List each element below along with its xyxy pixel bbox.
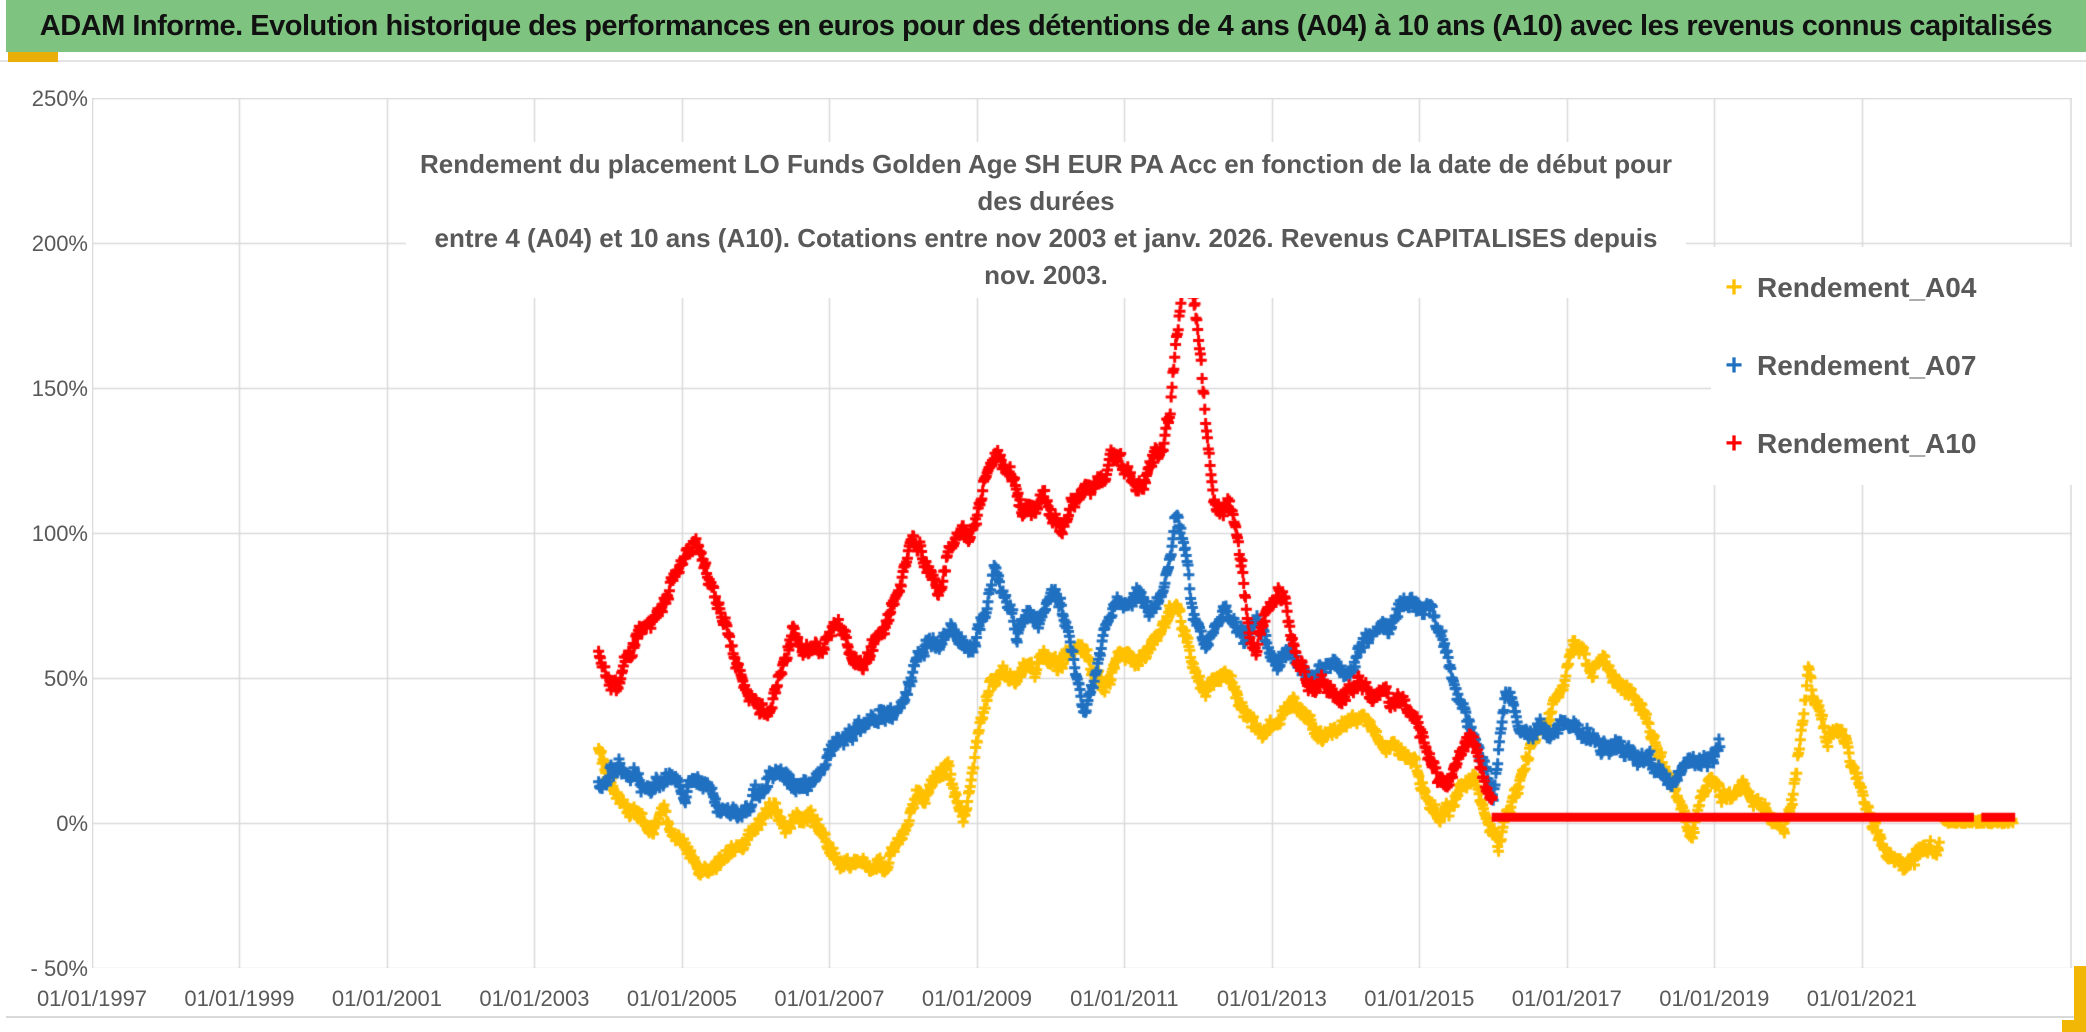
gold-accent-tab <box>8 52 58 62</box>
legend-label-a10: Rendement_A10 <box>1757 428 1977 459</box>
x-tick-label: 01/01/2007 <box>774 986 885 1011</box>
x-tick-label: 01/01/2013 <box>1216 986 1327 1011</box>
x-tick-label: 01/01/2005 <box>626 986 737 1011</box>
x-tick-label: 01/01/2003 <box>479 986 590 1011</box>
header-divider <box>0 60 2086 62</box>
legend-item-a07: + Rendement_A07 <box>1711 333 2076 399</box>
left-edge-margin <box>0 0 6 62</box>
legend-item-a10: + Rendement_A10 <box>1711 411 2076 477</box>
y-tick-label: 150% <box>31 376 88 401</box>
plus-marker-icon: + <box>1725 271 1743 304</box>
gold-corner-accent <box>2062 1020 2086 1032</box>
y-tick-label: 250% <box>31 86 88 111</box>
y-tick-label: 100% <box>31 521 88 546</box>
y-tick-label: - 50% <box>30 956 88 981</box>
legend-item-a04: + Rendement_A04 <box>1711 255 2076 321</box>
chart-title: Rendement du placement LO Funds Golden A… <box>406 142 1686 298</box>
x-tick-label: 01/01/2019 <box>1659 986 1770 1011</box>
gold-right-strip <box>2074 966 2086 1032</box>
header-bar: ADAM Informe. Evolution historique des p… <box>6 0 2086 52</box>
y-tick-label: 200% <box>31 231 88 256</box>
x-tick-label: 01/01/1997 <box>36 986 148 1011</box>
chart-area: 250% 200% 150% 100% 50% 0% - 50% 01/01/1997 01/… <box>6 62 2082 1018</box>
x-tick-label: 01/01/1999 <box>184 986 295 1011</box>
x-tick-label: 01/01/2011 <box>1070 986 1179 1011</box>
x-tick-label: 01/01/2009 <box>921 986 1032 1011</box>
y-tick-label: 0% <box>56 811 88 836</box>
x-tick-label: 01/01/2001 <box>331 986 443 1011</box>
page-title: ADAM Informe. Evolution historique des p… <box>39 9 2053 42</box>
legend-label-a04: Rendement_A04 <box>1757 272 1977 303</box>
chart-title-line2: entre 4 (A04) et 10 ans (A10). Cotations… <box>434 223 1658 290</box>
plus-marker-icon: + <box>1725 427 1743 460</box>
legend-label-a07: Rendement_A07 <box>1757 350 1977 381</box>
chart-title-line1: Rendement du placement LO Funds Golden A… <box>420 149 1672 216</box>
plus-marker-icon: + <box>1725 349 1743 382</box>
x-tick-label: 01/01/2015 <box>1364 986 1475 1011</box>
y-tick-label: 50% <box>43 666 88 691</box>
x-tick-label: 01/01/2021 <box>1806 986 1917 1011</box>
x-tick-label: 01/01/2017 <box>1511 986 1622 1011</box>
legend: + Rendement_A04 + Rendement_A07 + Rendem… <box>1711 247 2076 485</box>
